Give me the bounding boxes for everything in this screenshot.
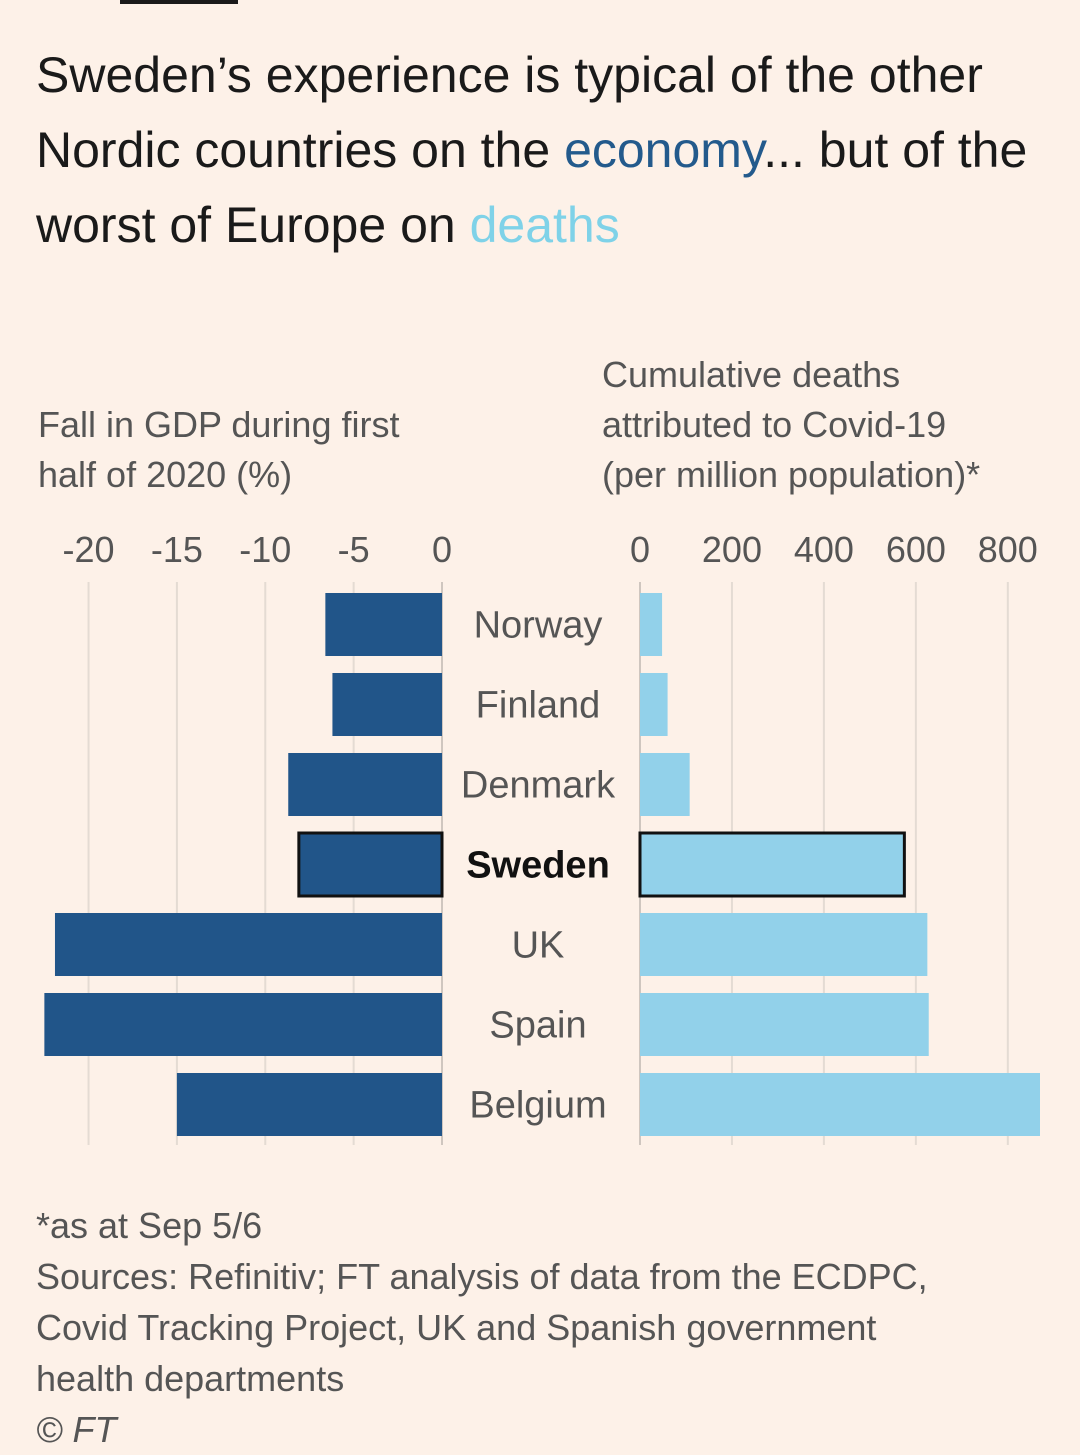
category-label-denmark: Denmark — [461, 765, 616, 807]
sources-line1: Sources: Refinitiv; FT analysis of data … — [36, 1256, 928, 1297]
chart-title: Sweden’s experience is typical of the ot… — [36, 38, 1036, 263]
gdp-bar-finland — [332, 673, 442, 736]
deaths-bar-sweden — [638, 831, 906, 898]
copyright: © FT — [36, 1409, 117, 1450]
gdp-tick-label: -15 — [151, 529, 203, 570]
gdp-bar-norway — [325, 593, 442, 656]
gdp-panel-title: Fall in GDP during first half of 2020 (%… — [38, 400, 518, 500]
category-label-spain: Spain — [489, 1005, 586, 1047]
deaths-tick-label: 0 — [630, 529, 650, 570]
category-label-uk: UK — [512, 925, 565, 967]
gdp-title-line1: Fall in GDP during first — [38, 404, 400, 445]
deaths-title-line1: Cumulative deaths — [602, 354, 901, 395]
deaths-tick-label: 600 — [886, 529, 946, 570]
deaths-tick-label: 800 — [978, 529, 1038, 570]
gdp-bar-belgium — [176, 1073, 442, 1136]
gdp-title-line2: half of 2020 (%) — [38, 454, 293, 495]
deaths-panel-title: Cumulative deaths attributed to Covid-19… — [602, 350, 1072, 500]
title-deaths-highlight: deaths — [469, 197, 620, 253]
deaths-title-line3: (per million population)* — [602, 454, 981, 495]
title-economy-highlight: economy — [564, 122, 764, 178]
deaths-bar-spain — [640, 993, 929, 1056]
deaths-bar-belgium — [640, 1073, 1040, 1136]
deaths-bar-denmark — [640, 753, 690, 816]
category-label-belgium: Belgium — [469, 1085, 606, 1127]
gdp-bar-sweden — [297, 831, 444, 898]
gdp-bar-uk — [54, 913, 443, 976]
category-label-sweden: Sweden — [466, 845, 610, 887]
deaths-title-line2: attributed to Covid-19 — [602, 404, 947, 445]
deaths-bar-norway — [640, 593, 663, 656]
gdp-tick-label: -10 — [239, 529, 291, 570]
footnote: *as at Sep 5/6 — [36, 1205, 263, 1246]
deaths-bar-uk — [640, 913, 928, 976]
sources-line3: health departments — [36, 1358, 345, 1399]
top-accent-bar — [120, 0, 238, 4]
gdp-bar-spain — [44, 993, 442, 1056]
gdp-tick-label: 0 — [432, 529, 452, 570]
butterfly-chart: -20 -15 -10 -5 0 0 200 400 600 800 Norway Finland De… — [44, 529, 1040, 1145]
gdp-tick-label: -5 — [338, 529, 370, 570]
deaths-tick-label: 400 — [794, 529, 854, 570]
deaths-bar-finland — [640, 673, 668, 736]
sources-line2: Covid Tracking Project, UK and Spanish g… — [36, 1307, 877, 1348]
category-label-norway: Norway — [474, 605, 603, 647]
title-part2: ... but of the worst of Europe on — [36, 122, 1028, 253]
gdp-bar-denmark — [288, 753, 442, 816]
category-label-finland: Finland — [476, 685, 601, 727]
title-part1: Sweden’s experience is typical of the ot… — [36, 47, 983, 178]
deaths-tick-label: 200 — [702, 529, 762, 570]
footer: *as at Sep 5/6 Sources: Refinitiv; FT an… — [36, 1200, 1056, 1455]
gdp-tick-label: -20 — [63, 529, 115, 570]
